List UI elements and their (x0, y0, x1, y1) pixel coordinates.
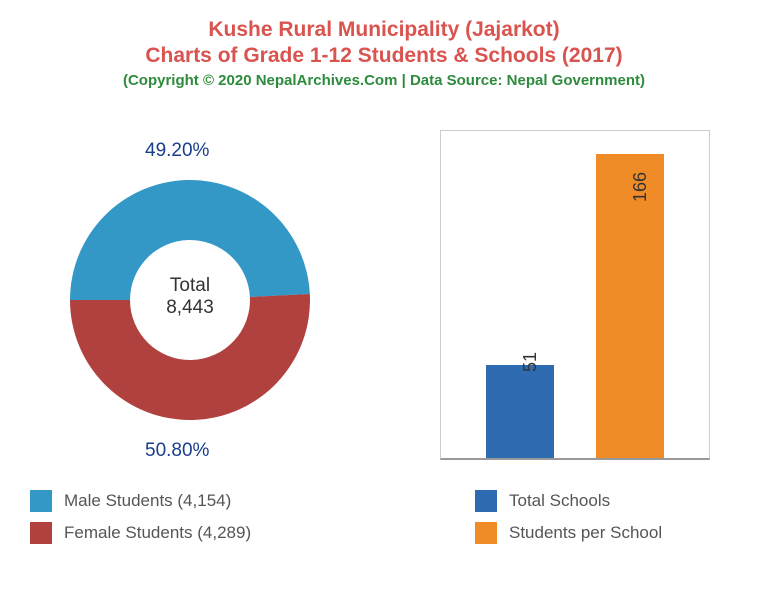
bar-plot: 51 166 (440, 130, 710, 460)
copyright-line: (Copyright © 2020 NepalArchives.Com | Da… (0, 72, 768, 89)
bar-legend: Total Schools Students per School (475, 490, 662, 554)
legend-item-male: Male Students (4,154) (30, 490, 251, 512)
bar-value-label-1: 51 (520, 352, 541, 372)
legend-text-students-per-school: Students per School (509, 523, 662, 543)
legend-text-male: Male Students (4,154) (64, 491, 231, 511)
legend-swatch-male (30, 490, 52, 512)
legend-swatch-students-per-school (475, 522, 497, 544)
bar-value-label-2: 166 (630, 172, 651, 202)
bar-total-schools (486, 365, 554, 459)
bar-chart-area: 51 166 Total Schools Students per School (380, 120, 760, 580)
title-line-2: Charts of Grade 1-12 Students & Schools … (0, 44, 768, 68)
legend-item-students-per-school: Students per School (475, 522, 662, 544)
legend-swatch-schools (475, 490, 497, 512)
total-word: Total (135, 275, 245, 297)
female-pct-label: 50.80% (145, 440, 209, 462)
legend-item-schools: Total Schools (475, 490, 662, 512)
legend-text-female: Female Students (4,289) (64, 523, 251, 543)
legend-item-female: Female Students (4,289) (30, 522, 251, 544)
legend-swatch-female (30, 522, 52, 544)
male-pct-label: 49.20% (145, 140, 209, 162)
legend-text-schools: Total Schools (509, 491, 610, 511)
total-value: 8,443 (135, 297, 245, 319)
charts-container: 49.20% 50.80% Total 8,443 Male Students … (0, 120, 768, 580)
donut-chart-area: 49.20% 50.80% Total 8,443 Male Students … (0, 120, 380, 580)
donut-center-label: Total 8,443 (135, 275, 245, 319)
donut-legend: Male Students (4,154) Female Students (4… (30, 490, 251, 554)
chart-header: Kushe Rural Municipality (Jajarkot) Char… (0, 0, 768, 89)
title-line-1: Kushe Rural Municipality (Jajarkot) (0, 18, 768, 42)
